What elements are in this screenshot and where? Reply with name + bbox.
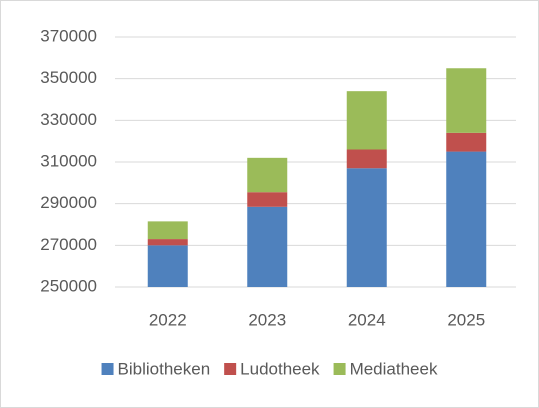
legend-swatch [224, 363, 237, 375]
bar-segment [346, 168, 387, 287]
bar-segment [147, 221, 188, 240]
bar-segment [147, 239, 188, 246]
legend-label: Mediatheek [350, 359, 438, 378]
bar-segment [247, 157, 288, 193]
legend-swatch [333, 363, 346, 375]
y-tick-label: 270000 [40, 235, 97, 254]
bar-segment [247, 192, 288, 207]
bar-segment [346, 91, 387, 150]
x-tick-label: 2023 [248, 310, 286, 329]
y-tick-label: 310000 [40, 151, 97, 170]
y-tick-label: 370000 [40, 26, 97, 45]
legend-swatch [101, 363, 114, 375]
y-tick-label: 350000 [40, 68, 97, 87]
legend-label: Bibliotheken [118, 359, 211, 378]
x-tick-label: 2024 [348, 310, 386, 329]
bar-segment [147, 245, 188, 287]
y-tick-label: 250000 [40, 276, 97, 295]
bar-segment [446, 132, 487, 152]
bar-segment [446, 151, 487, 287]
legend-label: Ludotheek [240, 359, 320, 378]
bar-segment [346, 149, 387, 169]
x-tick-label: 2025 [447, 310, 485, 329]
x-tick-label: 2022 [149, 310, 187, 329]
bar-segment [247, 206, 288, 287]
bar-segment [446, 68, 487, 133]
y-tick-label: 330000 [40, 110, 97, 129]
y-tick-label: 290000 [40, 193, 97, 212]
